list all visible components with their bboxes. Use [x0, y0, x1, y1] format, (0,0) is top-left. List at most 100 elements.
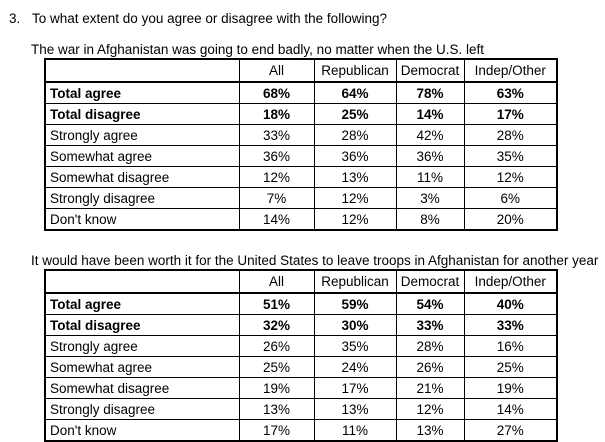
- question-text: To what extent do you agree or disagree …: [32, 11, 387, 26]
- data-cell: 78%: [395, 81, 465, 104]
- row-label: Somewhat agree: [44, 145, 240, 167]
- data-cell: 25%: [463, 356, 558, 378]
- data-cell: 35%: [313, 335, 397, 357]
- tables-container: The war in Afghanistan was going to end …: [0, 42, 605, 442]
- column-header: Indep/Other: [463, 58, 558, 83]
- row-label: Strongly agree: [44, 124, 240, 146]
- table-row: Strongly agree 26% 35% 28% 16%: [44, 335, 558, 357]
- data-cell: 18%: [238, 103, 315, 125]
- data-cell: 64%: [313, 81, 397, 104]
- table-row: Somewhat disagree 12% 13% 11% 12%: [44, 166, 558, 188]
- data-cell: 13%: [313, 166, 397, 188]
- data-cell: 28%: [313, 124, 397, 146]
- table-row: Total agree 51% 59% 54% 40%: [44, 292, 558, 315]
- table-row: Don't know 14% 12% 8% 20%: [44, 208, 558, 231]
- row-label: Don't know: [44, 208, 240, 231]
- table-row: Total agree 68% 64% 78% 63%: [44, 81, 558, 104]
- data-cell: 17%: [463, 103, 558, 125]
- column-header: All: [238, 269, 315, 294]
- data-cell: 11%: [395, 166, 465, 188]
- data-cell: 14%: [463, 398, 558, 420]
- data-cell: 40%: [463, 292, 558, 315]
- row-label: Strongly disagree: [44, 187, 240, 209]
- results-table: All Republican Democrat Indep/Other Total ag…: [44, 58, 558, 231]
- data-cell: 27%: [463, 419, 558, 442]
- row-label: Total disagree: [44, 314, 240, 336]
- data-cell: 12%: [238, 166, 315, 188]
- row-label: Total disagree: [44, 103, 240, 125]
- data-cell: 36%: [313, 145, 397, 167]
- table-row: Somewhat agree 25% 24% 26% 25%: [44, 356, 558, 378]
- data-cell: 13%: [238, 398, 315, 420]
- data-cell: 28%: [395, 335, 465, 357]
- row-label: Total agree: [44, 81, 240, 104]
- data-cell: 8%: [395, 208, 465, 231]
- table-row: Total disagree 18% 25% 14% 17%: [44, 103, 558, 125]
- table-row: Somewhat disagree 19% 17% 21% 19%: [44, 377, 558, 399]
- data-cell: 28%: [463, 124, 558, 146]
- table-title: It would have been worth it for the Unit…: [31, 253, 599, 268]
- column-header: Republican: [313, 58, 397, 83]
- data-cell: 13%: [313, 398, 397, 420]
- row-label: Somewhat disagree: [44, 377, 240, 399]
- data-cell: 32%: [238, 314, 315, 336]
- data-cell: 3%: [395, 187, 465, 209]
- data-cell: 19%: [238, 377, 315, 399]
- data-cell: 54%: [395, 292, 465, 315]
- data-cell: 59%: [313, 292, 397, 315]
- data-cell: 51%: [238, 292, 315, 315]
- data-cell: 11%: [313, 419, 397, 442]
- question-line: 3. To what extent do you agree or disagr…: [0, 0, 605, 27]
- column-header: Republican: [313, 269, 397, 294]
- data-cell: 14%: [238, 208, 315, 231]
- data-cell: 19%: [463, 377, 558, 399]
- row-label: Somewhat agree: [44, 356, 240, 378]
- data-cell: 26%: [238, 335, 315, 357]
- data-cell: 25%: [238, 356, 315, 378]
- results-table: All Republican Democrat Indep/Other Total ag…: [44, 269, 558, 442]
- data-cell: 33%: [238, 124, 315, 146]
- corner-cell: [44, 58, 240, 83]
- data-cell: 17%: [313, 377, 397, 399]
- data-cell: 63%: [463, 81, 558, 104]
- table-row: Somewhat agree 36% 36% 36% 35%: [44, 145, 558, 167]
- column-header: Democrat: [395, 269, 465, 294]
- table-row: Total disagree 32% 30% 33% 33%: [44, 314, 558, 336]
- data-cell: 17%: [238, 419, 315, 442]
- column-header: Indep/Other: [463, 269, 558, 294]
- table-title: The war in Afghanistan was going to end …: [31, 42, 485, 57]
- row-label: Strongly disagree: [44, 398, 240, 420]
- data-cell: 24%: [313, 356, 397, 378]
- data-cell: 30%: [313, 314, 397, 336]
- data-cell: 33%: [463, 314, 558, 336]
- table-row: Don't know 17% 11% 13% 27%: [44, 419, 558, 442]
- data-cell: 12%: [463, 166, 558, 188]
- corner-cell: [44, 269, 240, 294]
- column-header: All: [238, 58, 315, 83]
- data-cell: 33%: [395, 314, 465, 336]
- survey-table-section: The war in Afghanistan was going to end …: [0, 42, 605, 231]
- row-label: Somewhat disagree: [44, 166, 240, 188]
- data-cell: 26%: [395, 356, 465, 378]
- row-label: Don't know: [44, 419, 240, 442]
- data-cell: 25%: [313, 103, 397, 125]
- column-header: Democrat: [395, 58, 465, 83]
- data-cell: 42%: [395, 124, 465, 146]
- data-cell: 13%: [395, 419, 465, 442]
- data-cell: 20%: [463, 208, 558, 231]
- data-cell: 36%: [395, 145, 465, 167]
- data-cell: 12%: [395, 398, 465, 420]
- data-cell: 36%: [238, 145, 315, 167]
- survey-table-section: It would have been worth it for the Unit…: [0, 253, 605, 442]
- data-cell: 16%: [463, 335, 558, 357]
- row-label: Strongly agree: [44, 335, 240, 357]
- data-cell: 14%: [395, 103, 465, 125]
- data-cell: 12%: [313, 187, 397, 209]
- table-row: Strongly agree 33% 28% 42% 28%: [44, 124, 558, 146]
- row-label: Total agree: [44, 292, 240, 315]
- data-cell: 7%: [238, 187, 315, 209]
- question-number: 3.: [9, 11, 21, 26]
- data-cell: 21%: [395, 377, 465, 399]
- table-row: Strongly disagree 7% 12% 3% 6%: [44, 187, 558, 209]
